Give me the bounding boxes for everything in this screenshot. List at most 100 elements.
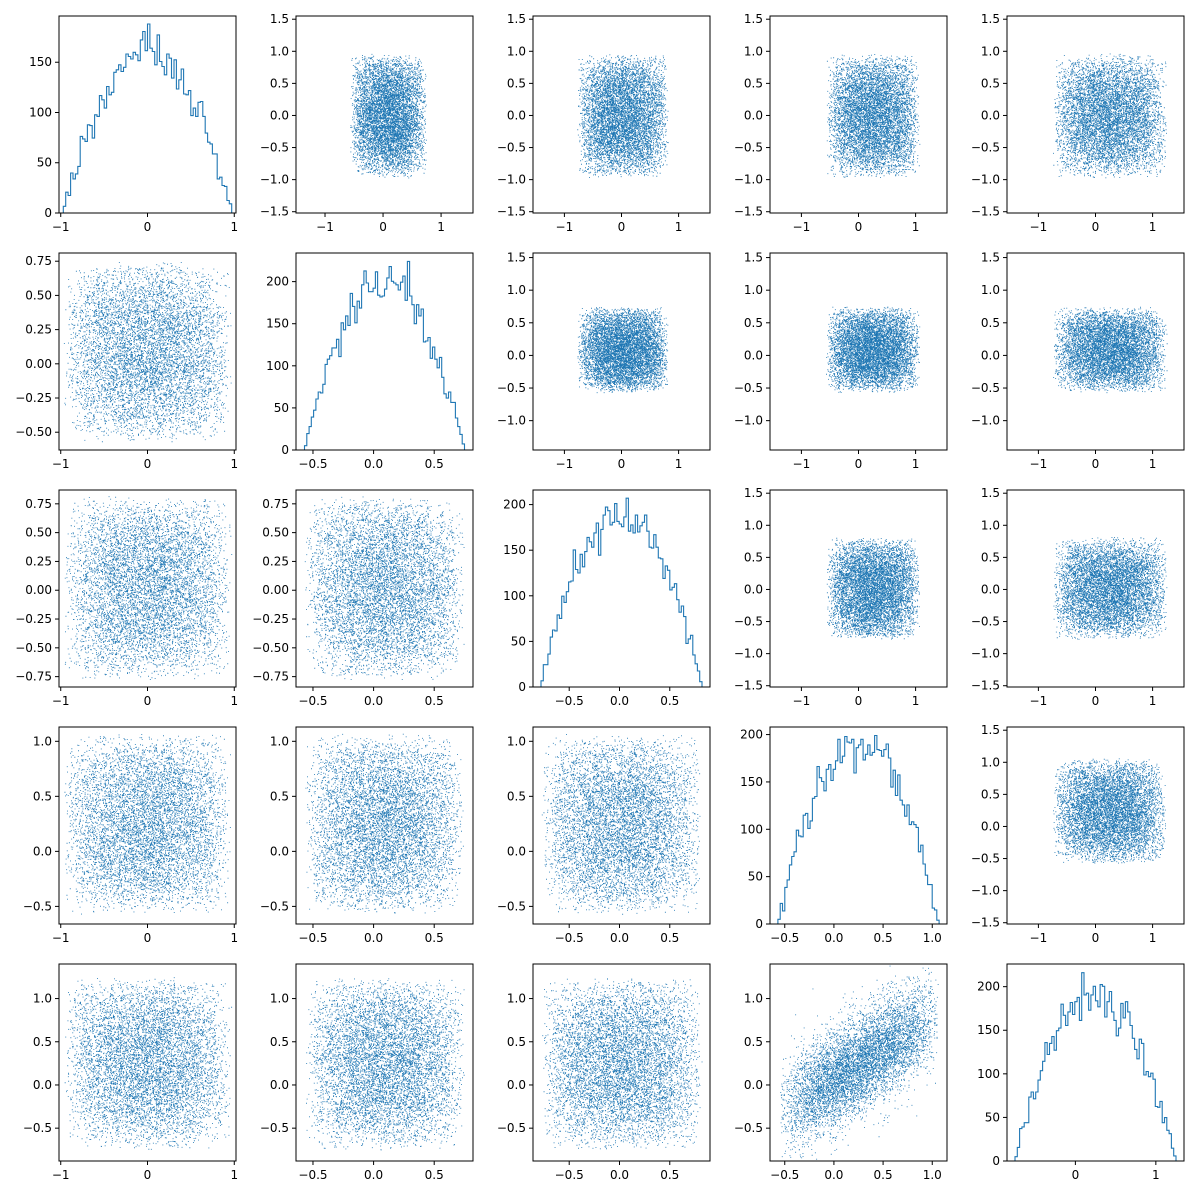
y-tick-label: −0.5 bbox=[260, 1121, 289, 1135]
y-tick-label: −0.75 bbox=[15, 670, 52, 684]
y-tick-label: 100 bbox=[266, 359, 289, 373]
y-tick-label: −0.25 bbox=[15, 612, 52, 626]
y-tick-label: 1.5 bbox=[270, 12, 289, 26]
y-tick-label: 1.0 bbox=[981, 44, 1000, 58]
y-tick-label: 0.0 bbox=[744, 108, 763, 122]
y-tick-label: 0.75 bbox=[25, 254, 52, 268]
x-tick-label: −0.5 bbox=[555, 1168, 584, 1182]
y-tick-label: 0.5 bbox=[744, 316, 763, 330]
y-tick-label: 1.0 bbox=[33, 992, 52, 1006]
x-tick-label: −1 bbox=[556, 457, 574, 471]
y-tick-label: −1.5 bbox=[497, 205, 526, 219]
scatter-points bbox=[826, 306, 921, 393]
x-tick-label: 1 bbox=[230, 1168, 238, 1182]
x-tick-label: 0 bbox=[144, 457, 152, 471]
y-tick-label: 1.5 bbox=[744, 251, 763, 265]
y-tick-label: 0.0 bbox=[270, 108, 289, 122]
y-tick-label: 1.0 bbox=[744, 283, 763, 297]
y-tick-label: −0.5 bbox=[971, 852, 1000, 866]
x-tick-label: 0.5 bbox=[425, 694, 444, 708]
y-tick-label: 0.5 bbox=[507, 76, 526, 90]
axes-frame bbox=[58, 726, 237, 925]
y-tick-label: 0.0 bbox=[507, 844, 526, 858]
y-tick-label: 0.0 bbox=[507, 1078, 526, 1092]
x-tick-label: −0.5 bbox=[555, 694, 584, 708]
x-tick-label: −0.5 bbox=[298, 931, 327, 945]
y-tick-label: 0.5 bbox=[507, 789, 526, 803]
scatter-points bbox=[305, 733, 464, 914]
y-tick-label: 0.5 bbox=[270, 789, 289, 803]
y-tick-label: 50 bbox=[37, 156, 52, 170]
y-tick-label: −0.5 bbox=[260, 141, 289, 155]
y-tick-label: 200 bbox=[503, 498, 526, 512]
panel-r4-c2: −0.5 0.0 0.5 −0.5 0.0 0.5 1.0 bbox=[497, 963, 711, 1182]
x-tick-label: 1 bbox=[1149, 220, 1157, 234]
y-tick-label: 150 bbox=[503, 543, 526, 557]
x-tick-label: 1 bbox=[1149, 457, 1157, 471]
y-tick-label: 0.5 bbox=[270, 1035, 289, 1049]
x-tick-label: −1 bbox=[52, 1168, 70, 1182]
x-tick-label: −0.5 bbox=[298, 457, 327, 471]
x-tick-label: 0.0 bbox=[610, 1168, 629, 1182]
x-tick-label: 0 bbox=[855, 694, 863, 708]
panel-r3-c2: −0.5 0.0 0.5 −0.5 0.0 0.5 1.0 bbox=[497, 726, 711, 945]
y-tick-label: 0.5 bbox=[33, 1035, 52, 1049]
y-tick-label: −1.0 bbox=[497, 414, 526, 428]
y-tick-label: −1.0 bbox=[497, 173, 526, 187]
y-tick-label: 0.5 bbox=[981, 787, 1000, 801]
x-tick-label: 1 bbox=[1149, 694, 1157, 708]
x-tick-label: −1 bbox=[793, 220, 811, 234]
x-tick-label: 0 bbox=[618, 220, 626, 234]
x-tick-label: 1 bbox=[230, 694, 238, 708]
x-tick-label: 0 bbox=[1092, 220, 1100, 234]
y-tick-label: 1.0 bbox=[744, 518, 763, 532]
y-tick-label: 100 bbox=[503, 589, 526, 603]
axes-frame bbox=[532, 726, 711, 925]
axes-frame bbox=[295, 489, 474, 688]
x-tick-label: 0.5 bbox=[660, 931, 679, 945]
axes-frame bbox=[769, 963, 948, 1162]
y-tick-label: 0.5 bbox=[981, 316, 1000, 330]
x-tick-label: −1 bbox=[1030, 220, 1048, 234]
scatter-points bbox=[63, 262, 232, 443]
panel-r0-c1: −1 0 1 −1.5 −1.0 −0.5 0.0 0.5 1.0 1.5 bbox=[260, 12, 474, 234]
scatter-points bbox=[577, 307, 669, 394]
axes-frame bbox=[58, 489, 237, 688]
x-tick-label: 0.0 bbox=[364, 457, 383, 471]
x-tick-label: 0 bbox=[855, 457, 863, 471]
y-tick-label: −1.0 bbox=[734, 647, 763, 661]
axes-frame bbox=[532, 963, 711, 1162]
panel-r1-c2: −1 0 1 −1.0 −0.5 0.0 0.5 1.0 1.5 bbox=[497, 251, 711, 471]
y-tick-label: 0.5 bbox=[507, 1035, 526, 1049]
x-tick-label: −1 bbox=[52, 220, 70, 234]
y-tick-label: 0.0 bbox=[270, 844, 289, 858]
x-tick-label: 0.0 bbox=[364, 694, 383, 708]
y-tick-label: −1.0 bbox=[734, 414, 763, 428]
y-tick-label: −0.5 bbox=[260, 899, 289, 913]
y-tick-label: 0 bbox=[518, 680, 526, 694]
x-tick-label: 0 bbox=[1092, 931, 1100, 945]
y-tick-label: −0.5 bbox=[497, 141, 526, 155]
y-tick-label: 1.0 bbox=[981, 755, 1000, 769]
x-tick-label: −1 bbox=[52, 931, 70, 945]
x-tick-label: 0 bbox=[618, 457, 626, 471]
y-tick-label: −1.5 bbox=[971, 679, 1000, 693]
axes-frame bbox=[295, 252, 474, 451]
y-tick-label: −0.5 bbox=[971, 141, 1000, 155]
scatter-points bbox=[542, 978, 703, 1150]
y-tick-label: 0.5 bbox=[981, 550, 1000, 564]
scatter-points bbox=[64, 977, 233, 1150]
x-tick-label: 1.0 bbox=[923, 931, 942, 945]
y-tick-label: 0 bbox=[755, 917, 763, 931]
y-tick-label: 50 bbox=[985, 1110, 1000, 1124]
panel-r0-c4: −1 0 1 −1.5 −1.0 −0.5 0.0 0.5 1.0 1.5 bbox=[971, 12, 1185, 234]
y-tick-label: 0.5 bbox=[270, 76, 289, 90]
y-tick-label: 0.0 bbox=[33, 844, 52, 858]
histogram-line bbox=[777, 734, 940, 924]
scatter-points bbox=[1053, 758, 1166, 864]
y-tick-label: −0.25 bbox=[252, 612, 289, 626]
y-tick-label: 0.0 bbox=[981, 819, 1000, 833]
scatter-points bbox=[577, 54, 669, 178]
scatter-points bbox=[64, 496, 233, 680]
y-tick-label: 0.0 bbox=[981, 582, 1000, 596]
